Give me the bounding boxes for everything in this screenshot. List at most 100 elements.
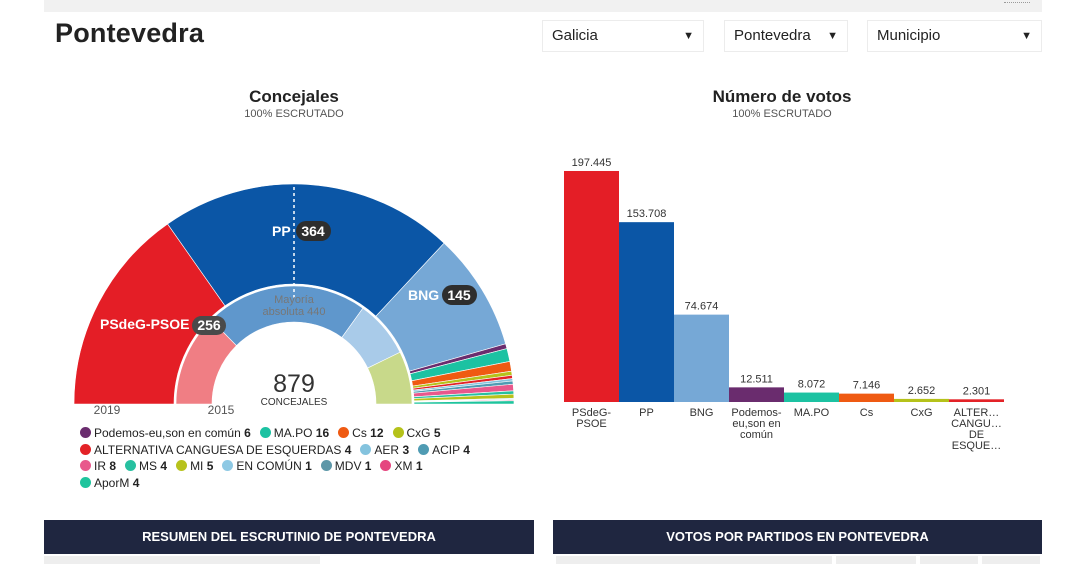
- legend-name: MDV: [334, 459, 365, 473]
- legend-value: 1: [415, 459, 423, 473]
- inner-year-label: 2015: [208, 403, 235, 417]
- bar-category-label-4: MA.PO: [794, 407, 830, 419]
- bar-1: [619, 222, 674, 402]
- legend-value: 5: [206, 459, 214, 473]
- legend-value: 8: [109, 459, 117, 473]
- total-concejales: 879: [273, 370, 315, 398]
- inner-ring-2015: [175, 285, 413, 405]
- legend-item[interactable]: CxG 5: [392, 425, 441, 442]
- legend-dot: [360, 443, 372, 455]
- province-select[interactable]: Pontevedra ▼: [724, 20, 848, 52]
- bar-category-label-3: común: [740, 429, 773, 441]
- outer-segment-1: [167, 183, 445, 317]
- votos-title: Número de votos: [712, 87, 852, 106]
- legend-value: 3: [402, 442, 410, 457]
- legend-dot: [80, 443, 91, 455]
- legend-value: 5: [433, 426, 441, 440]
- legend-item[interactable]: XM 1: [380, 458, 423, 475]
- bar-value-label-7: 2.301: [963, 385, 991, 397]
- total-concejales-label: CONCEJALES: [261, 397, 328, 408]
- legend-dot: [338, 427, 350, 438]
- chevron-down-icon: ▼: [683, 30, 694, 42]
- resumen-header: RESUMEN DEL ESCRUTINIO DE PONTEVEDRA: [44, 520, 534, 554]
- region-select[interactable]: Galicia ▼: [542, 20, 704, 52]
- legend-value: 4: [344, 442, 352, 457]
- menu-dots[interactable]: [1004, 0, 1030, 3]
- label-bng-value: 145: [447, 287, 471, 303]
- bar-5: [839, 393, 894, 402]
- legend-name: AER: [374, 442, 403, 457]
- municipality-select-value: Municipio: [877, 27, 941, 44]
- legend-item[interactable]: MA.PO 16: [259, 425, 330, 442]
- bar-category-label-1: PP: [639, 407, 654, 419]
- legend-name: IR: [94, 459, 110, 473]
- legend-name: XM: [394, 459, 416, 473]
- chevron-down-icon: ▼: [827, 30, 838, 42]
- label-pp-value: 364: [301, 223, 325, 239]
- bar-category-label-5: Cs: [860, 407, 874, 419]
- bar-value-label-2: 74.674: [685, 301, 719, 313]
- legend-name: EN COMÚN: [236, 459, 306, 473]
- bar-category-label-7: ALTER…: [954, 407, 1000, 419]
- legend-item[interactable]: IR 8: [80, 458, 116, 475]
- bar-category-label-6: CxG: [911, 407, 933, 419]
- legend-dot: [80, 476, 91, 488]
- region-select-value: Galicia: [552, 27, 598, 44]
- legend-value: 16: [315, 426, 330, 440]
- legend-item[interactable]: MDV 1: [320, 458, 372, 475]
- municipality-select[interactable]: Municipio ▼: [867, 20, 1042, 52]
- votos-table-cell: [836, 556, 916, 564]
- bar-category-label-0: PSOE: [576, 418, 607, 430]
- bar-7: [949, 399, 1004, 402]
- bar-value-label-0: 197.445: [572, 157, 612, 169]
- legend-dot: [176, 460, 188, 471]
- concejales-subtitle: 100% ESCRUTADO: [244, 108, 344, 120]
- concejales-title: Concejales: [249, 87, 339, 106]
- legend-value: 12: [370, 426, 384, 440]
- label-bng-name: BNG: [408, 287, 439, 303]
- legend-value: 1: [364, 459, 372, 473]
- legend-name: MA.PO: [273, 426, 316, 440]
- legend-name: ACIP: [432, 442, 464, 457]
- legend-item[interactable]: ALTERNATIVA CANGUESA DE ESQUERDAS 4: [80, 442, 351, 459]
- resumen-table-row: [44, 556, 320, 564]
- outer-ring-2019: [73, 183, 515, 405]
- legend-dot: [222, 460, 234, 471]
- label-pp-pill: [296, 221, 331, 241]
- legend-dot: [418, 443, 430, 455]
- majority-label-1: Mayoría: [274, 294, 315, 306]
- outer-segment-16: [413, 400, 515, 405]
- bar-value-label-3: 12.511: [740, 373, 773, 385]
- bar-category-label-3: eu,son en: [732, 418, 780, 430]
- legend-name: MS: [139, 459, 161, 473]
- page-title: Pontevedra: [55, 18, 205, 48]
- bar-6: [894, 398, 949, 402]
- label-psoe-value: 256: [197, 317, 221, 333]
- legend-item[interactable]: MS 4: [125, 458, 167, 475]
- bar-value-label-4: 8.072: [798, 379, 826, 391]
- legend-name: MI: [190, 459, 207, 473]
- votos-partidos-header: VOTOS POR PARTIDOS EN PONTEVEDRA: [553, 520, 1042, 554]
- bar-2: [674, 314, 729, 402]
- legend-item[interactable]: MI 5: [176, 458, 213, 475]
- legend-item[interactable]: Cs 12: [338, 425, 384, 442]
- inner-label-bng: 138: [337, 347, 357, 361]
- legend-item[interactable]: AporM 4: [80, 475, 139, 492]
- province-select-value: Pontevedra: [734, 27, 811, 44]
- majority-label-2: absoluta 440: [263, 306, 326, 318]
- outer-segment-0: [73, 223, 226, 405]
- legend-item[interactable]: EN COMÚN 1: [222, 458, 312, 475]
- bar-category-label-0: PSdeG-: [572, 407, 611, 419]
- legend-item[interactable]: Podemos-eu,son en común 6: [80, 425, 251, 442]
- legend-item[interactable]: ACIP 4: [418, 442, 470, 459]
- inner-segment-3: [367, 351, 413, 405]
- inner-label-psoe: 222: [298, 324, 318, 338]
- legend-dot: [380, 460, 392, 471]
- bar-category-label-2: BNG: [690, 407, 714, 419]
- bar-value-label-5: 7.146: [853, 380, 881, 392]
- label-psoe-pill: [192, 316, 226, 335]
- chart-legend: Podemos-eu,son en común 6 MA.PO 16 Cs 12 Cx…: [80, 425, 510, 491]
- votos-subtitle: 100% ESCRUTADO: [732, 108, 832, 120]
- legend-item[interactable]: AER 3: [360, 442, 409, 459]
- bar-category-label-7: CANGU…: [951, 418, 1002, 430]
